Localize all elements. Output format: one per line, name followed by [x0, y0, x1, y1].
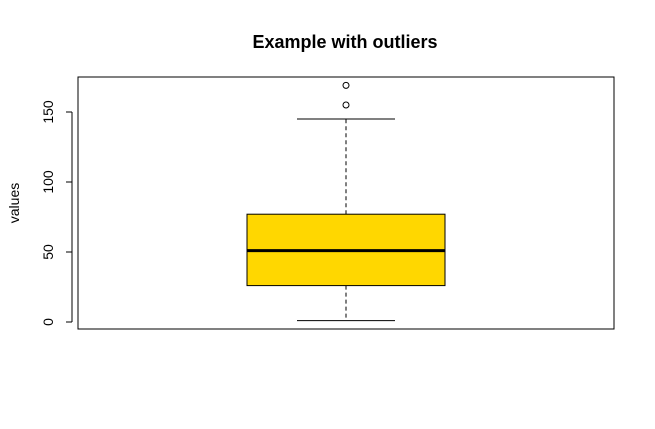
y-tick-label: 100	[40, 170, 56, 194]
y-tick-label: 50	[40, 244, 56, 260]
y-axis: 0 50 100 150	[40, 100, 73, 326]
y-tick-label: 150	[40, 100, 56, 124]
y-axis-label: values	[6, 183, 22, 223]
outlier-point	[342, 101, 350, 109]
chart-title: Example with outliers	[252, 32, 437, 52]
outlier-point	[342, 81, 350, 89]
boxes	[246, 81, 446, 322]
plot-frame	[77, 76, 615, 330]
y-tick-label: 0	[40, 318, 56, 326]
